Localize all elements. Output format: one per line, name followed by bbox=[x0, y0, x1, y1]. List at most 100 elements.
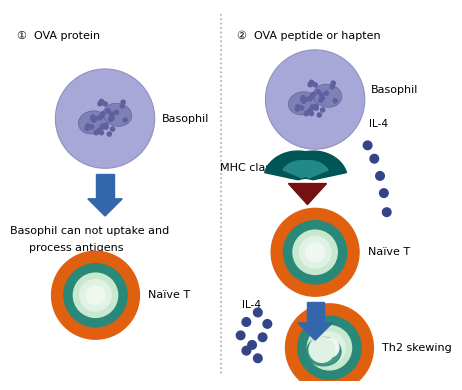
Circle shape bbox=[380, 189, 388, 197]
Circle shape bbox=[109, 112, 114, 116]
Circle shape bbox=[310, 105, 315, 109]
Circle shape bbox=[248, 340, 256, 349]
Circle shape bbox=[304, 112, 308, 116]
Circle shape bbox=[101, 112, 105, 116]
Circle shape bbox=[333, 99, 337, 103]
Circle shape bbox=[331, 81, 335, 85]
Polygon shape bbox=[298, 323, 332, 340]
Circle shape bbox=[309, 337, 334, 362]
Circle shape bbox=[100, 114, 104, 118]
Circle shape bbox=[109, 117, 113, 122]
Circle shape bbox=[271, 208, 359, 296]
Circle shape bbox=[123, 118, 127, 122]
Circle shape bbox=[313, 83, 317, 87]
Circle shape bbox=[293, 230, 337, 275]
Circle shape bbox=[266, 50, 365, 149]
Text: Naïve T: Naïve T bbox=[148, 290, 190, 300]
Circle shape bbox=[107, 132, 111, 136]
Circle shape bbox=[316, 90, 320, 94]
Circle shape bbox=[100, 124, 104, 128]
Text: Basophil can not uptake and: Basophil can not uptake and bbox=[10, 225, 169, 236]
Circle shape bbox=[383, 208, 391, 216]
Circle shape bbox=[330, 85, 334, 89]
Circle shape bbox=[114, 110, 118, 114]
Polygon shape bbox=[280, 151, 346, 180]
Circle shape bbox=[101, 124, 105, 128]
Circle shape bbox=[242, 318, 251, 326]
Circle shape bbox=[311, 92, 315, 97]
Circle shape bbox=[97, 116, 102, 120]
Circle shape bbox=[296, 105, 300, 109]
Text: MHC classⅡ: MHC classⅡ bbox=[219, 163, 282, 173]
Circle shape bbox=[106, 109, 110, 113]
Circle shape bbox=[301, 96, 305, 100]
Circle shape bbox=[307, 109, 311, 113]
Circle shape bbox=[73, 273, 118, 317]
Circle shape bbox=[295, 107, 299, 111]
Text: IL-4: IL-4 bbox=[369, 119, 388, 129]
Polygon shape bbox=[291, 161, 328, 178]
Circle shape bbox=[286, 304, 373, 390]
Circle shape bbox=[299, 106, 304, 110]
Circle shape bbox=[110, 115, 114, 120]
Text: ②  OVA peptide or hapten: ② OVA peptide or hapten bbox=[237, 30, 380, 41]
Circle shape bbox=[93, 117, 97, 121]
Circle shape bbox=[363, 141, 372, 150]
Circle shape bbox=[311, 105, 316, 109]
Circle shape bbox=[254, 354, 262, 363]
Circle shape bbox=[284, 221, 346, 284]
Circle shape bbox=[86, 124, 90, 128]
Ellipse shape bbox=[306, 337, 341, 366]
Ellipse shape bbox=[103, 103, 132, 126]
Circle shape bbox=[121, 100, 125, 105]
Circle shape bbox=[298, 316, 361, 379]
Ellipse shape bbox=[313, 84, 342, 107]
Circle shape bbox=[94, 131, 98, 135]
Circle shape bbox=[90, 125, 94, 129]
Circle shape bbox=[103, 102, 107, 106]
Circle shape bbox=[258, 333, 267, 342]
Circle shape bbox=[320, 93, 324, 97]
Circle shape bbox=[52, 251, 140, 339]
Polygon shape bbox=[88, 199, 122, 216]
Circle shape bbox=[104, 125, 108, 129]
Circle shape bbox=[99, 131, 103, 135]
Circle shape bbox=[263, 320, 272, 328]
Circle shape bbox=[97, 128, 102, 132]
Circle shape bbox=[303, 98, 308, 102]
Circle shape bbox=[302, 99, 306, 103]
Circle shape bbox=[64, 264, 127, 327]
Text: Th2 skewing: Th2 skewing bbox=[382, 343, 452, 353]
Polygon shape bbox=[265, 151, 331, 180]
Circle shape bbox=[307, 326, 352, 370]
Circle shape bbox=[314, 332, 345, 363]
Circle shape bbox=[98, 101, 102, 106]
Circle shape bbox=[242, 346, 251, 355]
Circle shape bbox=[301, 97, 305, 101]
Circle shape bbox=[91, 115, 95, 119]
Circle shape bbox=[254, 308, 262, 317]
Ellipse shape bbox=[288, 92, 317, 115]
Circle shape bbox=[308, 83, 312, 87]
Circle shape bbox=[319, 98, 323, 103]
Text: IL-4: IL-4 bbox=[242, 300, 261, 310]
Circle shape bbox=[99, 99, 103, 104]
Circle shape bbox=[91, 116, 95, 121]
Text: Basophil: Basophil bbox=[371, 85, 418, 95]
Circle shape bbox=[314, 104, 318, 108]
Circle shape bbox=[110, 127, 115, 131]
Circle shape bbox=[237, 331, 245, 340]
Circle shape bbox=[86, 286, 105, 305]
Text: Basophil: Basophil bbox=[162, 113, 210, 124]
Circle shape bbox=[91, 118, 96, 122]
Circle shape bbox=[55, 69, 155, 168]
Circle shape bbox=[324, 91, 328, 95]
Circle shape bbox=[320, 338, 339, 357]
Circle shape bbox=[104, 123, 108, 128]
Circle shape bbox=[370, 154, 378, 163]
Ellipse shape bbox=[79, 111, 107, 134]
Circle shape bbox=[308, 97, 312, 101]
Text: ①  OVA protein: ① OVA protein bbox=[17, 30, 100, 41]
Circle shape bbox=[310, 95, 314, 99]
Text: Naïve T: Naïve T bbox=[368, 247, 410, 257]
